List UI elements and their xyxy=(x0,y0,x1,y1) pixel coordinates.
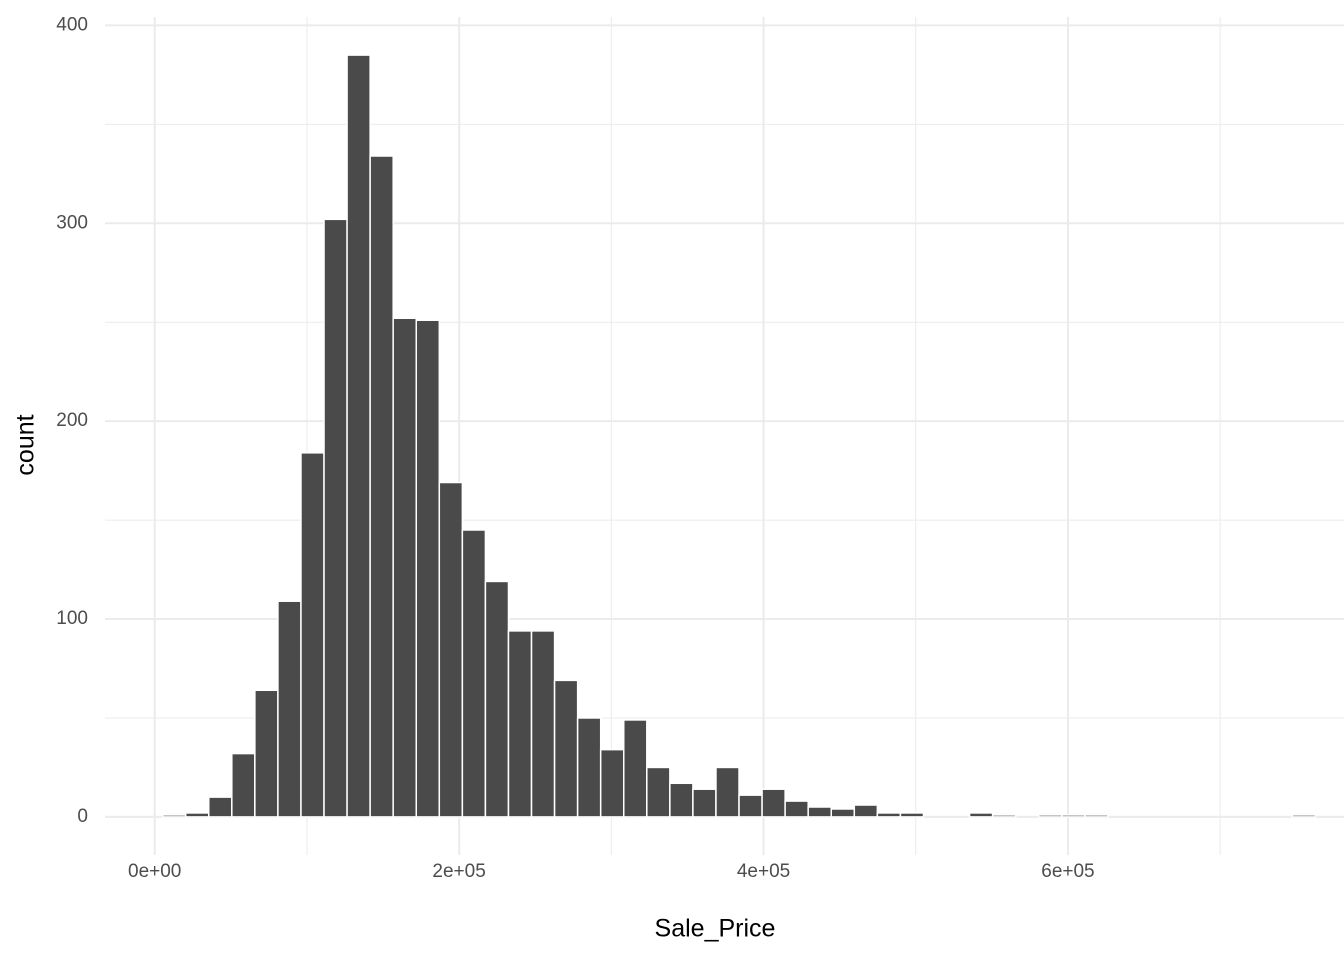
bar xyxy=(277,600,302,818)
y-tick-label: 200 xyxy=(56,410,88,431)
bar xyxy=(807,806,832,818)
bar xyxy=(530,630,556,818)
bar xyxy=(346,54,371,818)
bar xyxy=(784,800,809,818)
bar xyxy=(968,812,994,818)
x-tick-label: 2e+05 xyxy=(432,861,485,882)
bar xyxy=(208,796,233,818)
bar xyxy=(830,808,856,818)
bar xyxy=(507,630,533,818)
bar xyxy=(254,689,279,818)
bar xyxy=(576,717,602,818)
y-tick-label: 0 xyxy=(77,806,88,827)
bar xyxy=(692,788,717,818)
bar xyxy=(899,812,925,818)
bar xyxy=(1291,814,1317,818)
x-tick-label: 0e+00 xyxy=(128,861,181,882)
bar xyxy=(622,719,648,818)
bar xyxy=(853,804,879,818)
bar xyxy=(599,748,625,818)
bar xyxy=(323,218,348,818)
bar xyxy=(369,155,394,818)
bar xyxy=(553,679,579,818)
bars xyxy=(161,54,1317,818)
bar xyxy=(669,782,694,818)
bar xyxy=(161,814,187,818)
bar xyxy=(392,317,417,818)
bar xyxy=(761,788,786,818)
bar xyxy=(876,812,902,818)
bar xyxy=(646,766,671,818)
bar xyxy=(484,580,510,818)
bar xyxy=(184,812,210,818)
bar xyxy=(461,529,487,818)
bar xyxy=(715,766,740,818)
bar xyxy=(438,481,464,818)
y-axis-title: count xyxy=(12,414,40,475)
x-tick-label: 4e+05 xyxy=(737,861,790,882)
bar xyxy=(1084,814,1109,818)
bar xyxy=(738,794,763,818)
x-axis-title: Sale_Price xyxy=(655,915,776,943)
bar xyxy=(1061,814,1086,818)
y-tick-label: 400 xyxy=(56,14,88,35)
x-tick-label: 6e+05 xyxy=(1041,861,1094,882)
y-tick-label: 100 xyxy=(56,608,88,629)
bar xyxy=(231,752,256,818)
y-tick-label: 300 xyxy=(56,212,88,233)
bar xyxy=(991,814,1017,818)
bar xyxy=(1037,814,1063,818)
bar xyxy=(415,319,441,818)
bar xyxy=(300,452,325,818)
